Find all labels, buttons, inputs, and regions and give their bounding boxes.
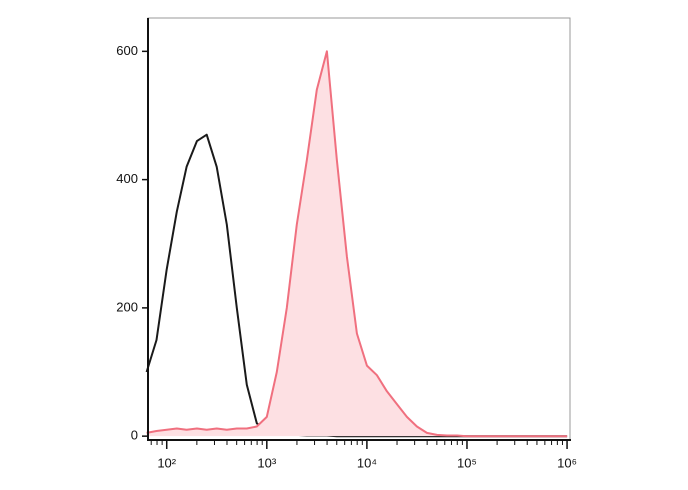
x-tick-label: 10⁶: [557, 455, 577, 470]
plot-area: [145, 50, 568, 438]
y-tick-label: 400: [116, 171, 138, 186]
x-tick-label: 10²: [157, 455, 176, 470]
x-tick-label: 10⁴: [357, 455, 377, 470]
x-tick-label: 10⁵: [457, 455, 477, 470]
y-tick-label: 200: [116, 299, 138, 314]
x-tick-label: 10³: [257, 455, 276, 470]
histogram-line: [146, 50, 568, 438]
y-tick-label: 0: [131, 428, 138, 443]
y-tick-label: 600: [116, 43, 138, 58]
histogram-area: [146, 51, 568, 437]
